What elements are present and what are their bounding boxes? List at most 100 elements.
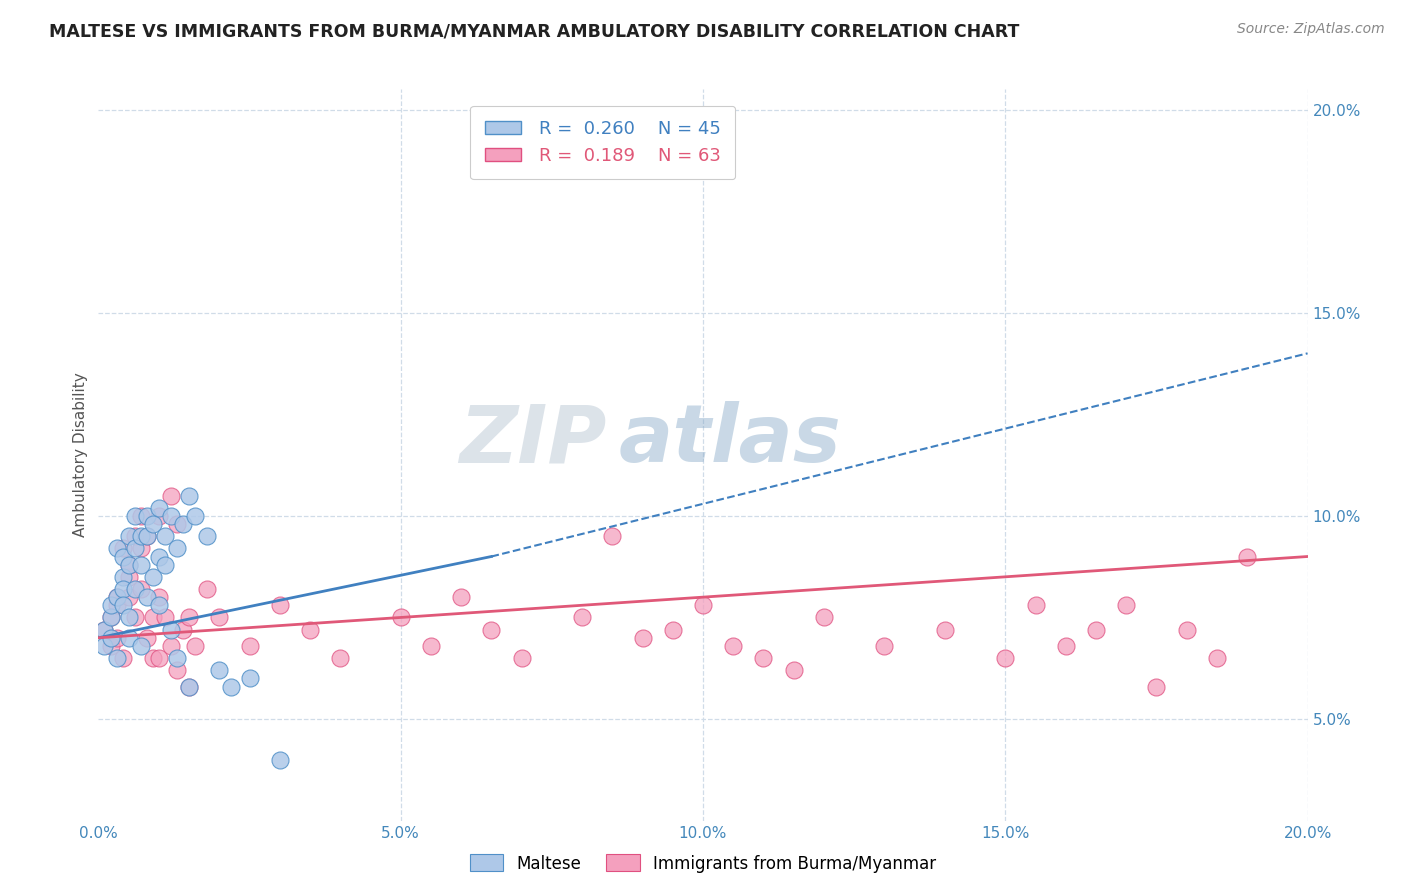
Point — [179, 680, 201, 694]
Point — [148, 651, 170, 665]
Point — [1236, 549, 1258, 564]
Point — [166, 516, 188, 531]
Point — [118, 590, 141, 604]
Point — [481, 623, 503, 637]
Point — [100, 610, 122, 624]
Point — [129, 529, 152, 543]
Point — [111, 541, 134, 556]
Point — [118, 558, 141, 572]
Point — [510, 651, 533, 665]
Point — [239, 639, 262, 653]
Point — [420, 639, 443, 653]
Point — [105, 599, 128, 613]
Point — [184, 508, 207, 523]
Point — [124, 582, 146, 596]
Point — [93, 623, 115, 637]
Point — [105, 651, 128, 665]
Text: ZIP: ZIP — [458, 401, 606, 479]
Point — [994, 651, 1017, 665]
Point — [118, 558, 141, 572]
Point — [129, 558, 152, 572]
Point — [184, 639, 207, 653]
Point — [135, 590, 157, 604]
Point — [124, 529, 146, 543]
Point — [1144, 680, 1167, 694]
Point — [692, 599, 714, 613]
Point — [124, 610, 146, 624]
Point — [135, 631, 157, 645]
Point — [100, 639, 122, 653]
Point — [135, 508, 157, 523]
Point — [148, 599, 170, 613]
Point — [389, 610, 412, 624]
Point — [93, 639, 115, 653]
Point — [166, 541, 188, 556]
Point — [723, 639, 745, 653]
Point — [873, 639, 896, 653]
Point — [631, 631, 654, 645]
Point — [752, 651, 775, 665]
Point — [208, 610, 231, 624]
Point — [142, 651, 165, 665]
Point — [160, 508, 183, 523]
Point — [105, 541, 128, 556]
Point — [166, 663, 188, 677]
Point — [166, 651, 188, 665]
Text: Source: ZipAtlas.com: Source: ZipAtlas.com — [1237, 22, 1385, 37]
Point — [111, 599, 134, 613]
Point — [124, 541, 146, 556]
Legend: Maltese, Immigrants from Burma/Myanmar: Maltese, Immigrants from Burma/Myanmar — [463, 847, 943, 880]
Point — [813, 610, 835, 624]
Point — [153, 610, 176, 624]
Text: atlas: atlas — [619, 401, 841, 479]
Point — [118, 610, 141, 624]
Point — [111, 582, 134, 596]
Point — [129, 508, 152, 523]
Point — [269, 753, 291, 767]
Point — [135, 529, 157, 543]
Point — [602, 529, 624, 543]
Point — [1024, 599, 1046, 613]
Point — [571, 610, 593, 624]
Point — [450, 590, 472, 604]
Point — [118, 529, 141, 543]
Point — [299, 623, 322, 637]
Point — [934, 623, 956, 637]
Point — [661, 623, 683, 637]
Point — [153, 558, 176, 572]
Point — [269, 599, 291, 613]
Point — [221, 680, 243, 694]
Point — [1175, 623, 1198, 637]
Point — [148, 508, 170, 523]
Point — [172, 623, 194, 637]
Point — [239, 672, 262, 686]
Point — [329, 651, 352, 665]
Point — [208, 663, 231, 677]
Point — [179, 489, 201, 503]
Point — [783, 663, 806, 677]
Point — [105, 631, 128, 645]
Y-axis label: Ambulatory Disability: Ambulatory Disability — [73, 373, 89, 537]
Point — [148, 590, 170, 604]
Point — [93, 623, 115, 637]
Point — [100, 599, 122, 613]
Point — [118, 570, 141, 584]
Point — [111, 651, 134, 665]
Point — [148, 500, 170, 515]
Text: MALTESE VS IMMIGRANTS FROM BURMA/MYANMAR AMBULATORY DISABILITY CORRELATION CHART: MALTESE VS IMMIGRANTS FROM BURMA/MYANMAR… — [49, 22, 1019, 40]
Point — [100, 610, 122, 624]
Point — [160, 623, 183, 637]
Point — [179, 680, 201, 694]
Point — [100, 631, 122, 645]
Legend: R =  0.260    N = 45, R =  0.189    N = 63: R = 0.260 N = 45, R = 0.189 N = 63 — [470, 105, 735, 179]
Point — [111, 549, 134, 564]
Point — [172, 516, 194, 531]
Point — [142, 610, 165, 624]
Point — [118, 631, 141, 645]
Point — [153, 529, 176, 543]
Point — [179, 610, 201, 624]
Point — [142, 570, 165, 584]
Point — [1206, 651, 1229, 665]
Point — [129, 541, 152, 556]
Point — [105, 590, 128, 604]
